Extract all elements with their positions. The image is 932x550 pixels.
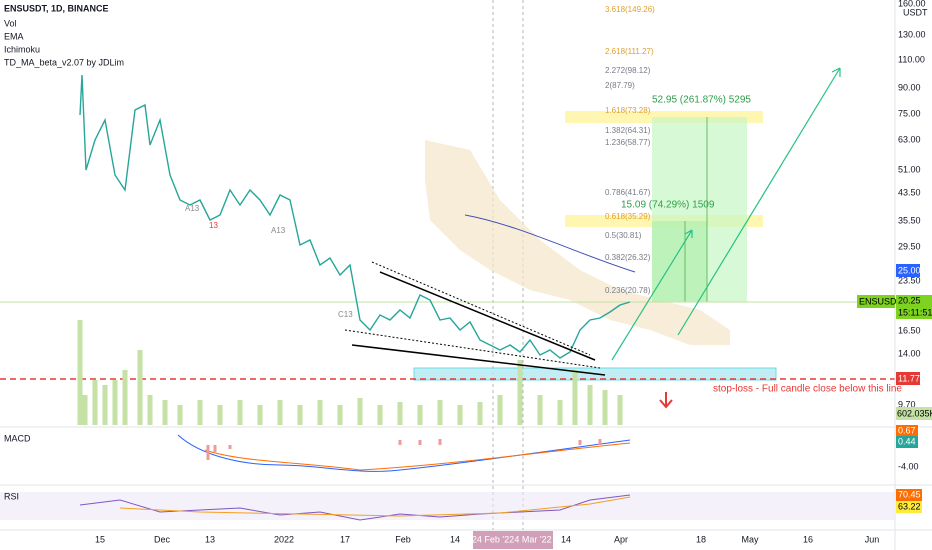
- price-label: 43.50: [898, 187, 921, 197]
- fib-level: 1.382(64.31): [605, 126, 651, 135]
- x-label: 17: [340, 534, 350, 544]
- macd-value: 0.67: [898, 425, 916, 435]
- x-label: Feb: [395, 534, 411, 544]
- macd-badge: [896, 436, 918, 448]
- ema-line: [464, 214, 636, 273]
- price-label: 23.50: [898, 275, 921, 285]
- macd-value: 0.44: [898, 436, 916, 446]
- stop-value: 11.77: [898, 373, 920, 383]
- x-label-highlight: 24 Feb '22: [472, 534, 514, 544]
- volume-badge: [896, 407, 932, 420]
- fib-level: 0.786(41.67): [605, 188, 651, 197]
- date-highlight: [473, 531, 513, 549]
- macd-axis: -4.00: [898, 461, 919, 471]
- ichimoku-cloud: [425, 140, 730, 345]
- td-marker: 13: [209, 221, 218, 230]
- fib-level: 2.618(111.27): [605, 47, 654, 56]
- indicator: TD_MA_beta_v2.07 by JDLim: [4, 57, 124, 67]
- trendline: [371, 261, 591, 356]
- price-label: 9.70: [898, 399, 916, 409]
- x-label: 14: [561, 534, 571, 544]
- volume-bars: [77, 320, 623, 425]
- target-box: [652, 221, 707, 302]
- x-label: 2022: [274, 534, 294, 544]
- fib-level: 0.618(35.29): [605, 212, 651, 221]
- trendline: [379, 271, 596, 361]
- x-label: 18: [696, 534, 706, 544]
- price-badge: [896, 295, 932, 319]
- rsi-value: 70.45: [898, 489, 921, 499]
- fib-level: 2(87.79): [605, 81, 635, 90]
- target-label: 52.95 (261.87%) 5295: [652, 95, 751, 106]
- currency: USDT: [903, 7, 928, 17]
- price-label: 51.00: [898, 164, 921, 174]
- trendline: [344, 329, 601, 369]
- td-marker: A13: [271, 226, 286, 235]
- x-label: 16: [803, 534, 813, 544]
- date-highlight: [513, 531, 553, 549]
- signal-line: [204, 442, 631, 471]
- stop-loss-note: stop-loss - Full candle close below this…: [713, 384, 902, 395]
- x-label: Apr: [614, 534, 628, 544]
- price-label: 35.50: [898, 215, 921, 225]
- arrow-head: [684, 229, 693, 238]
- x-label: Jun: [865, 534, 880, 544]
- td-marker: A13: [185, 204, 200, 213]
- fib-level: 1.236(58.77): [605, 138, 651, 147]
- countdown: 15:11:51: [898, 307, 932, 317]
- price-label: 160.00: [898, 0, 926, 8]
- ema-badge: [896, 264, 920, 277]
- current-price: 20.25: [898, 295, 921, 305]
- ema-value: 25.00: [898, 265, 921, 275]
- projection-arrow: [677, 67, 841, 336]
- price-line-series: [79, 74, 631, 359]
- rsi-band: [0, 492, 895, 520]
- symbol-label: ENSUSDT: [859, 296, 903, 306]
- indicator: Ichimoku: [4, 44, 40, 54]
- fib-level: 0.5(30.81): [605, 231, 642, 240]
- projection-arrow: [611, 229, 693, 361]
- price-label: 16.50: [898, 325, 921, 335]
- symbol-title: ENSUSDT, 1D, BINANCE: [4, 3, 109, 13]
- x-label: May: [741, 534, 759, 544]
- down-arrow: [659, 392, 673, 409]
- volume-value: 602.035K: [897, 408, 932, 418]
- fib-level: 0.382(26.32): [605, 253, 651, 262]
- arrow-head: [831, 67, 841, 77]
- rsi-line: [79, 494, 631, 521]
- target-label: 15.09 (74.29%) 1509: [621, 200, 715, 211]
- price-label: 90.00: [898, 82, 921, 92]
- symbol-badge: [857, 295, 895, 308]
- macd-badge: [896, 425, 918, 436]
- pane-title: MACD: [4, 433, 31, 443]
- indicator: Vol: [4, 18, 17, 28]
- trendline: [351, 344, 606, 376]
- td-marker: C13: [338, 310, 353, 319]
- x-label-highlight: 4 Mar '22: [514, 534, 551, 544]
- rsi-value: 63.22: [898, 501, 921, 511]
- pane-title: RSI: [4, 491, 19, 501]
- rsi-ma: [119, 496, 631, 517]
- x-label: 15: [95, 534, 105, 544]
- price-label: 63.00: [898, 134, 921, 144]
- x-label: Dec: [154, 534, 171, 544]
- price-label: 29.50: [898, 241, 921, 251]
- price-label: 110.00: [898, 54, 925, 64]
- fib-level: 3.618(149.26): [605, 5, 655, 14]
- indicator: EMA: [4, 31, 24, 41]
- stop-badge: [896, 372, 920, 385]
- fib-level: 2.272(98.12): [605, 66, 651, 75]
- price-label: 75.00: [898, 108, 921, 118]
- x-label: 14: [450, 534, 460, 544]
- fib-level: 1.618(73.28): [605, 106, 651, 115]
- rsi-badge: [896, 489, 922, 501]
- macd-histogram: [206, 439, 602, 460]
- rsi-badge: [896, 501, 922, 513]
- price-label: 130.00: [898, 29, 926, 39]
- fib-level: 0.236(20.78): [605, 286, 651, 295]
- x-label: 13: [205, 534, 215, 544]
- price-label: 14.00: [898, 348, 921, 358]
